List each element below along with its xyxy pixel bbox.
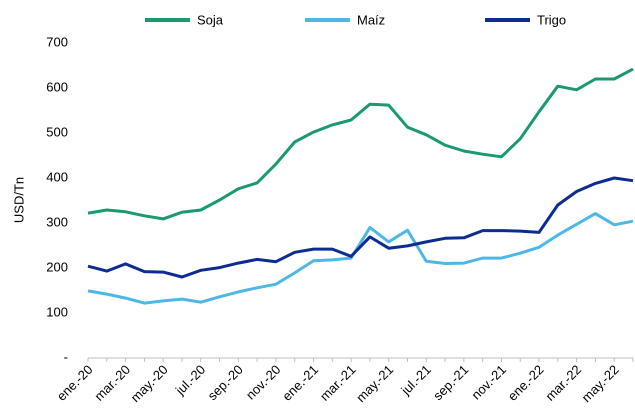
x-tick-label: sep.-20 [205, 362, 246, 403]
y-tick-label: 100 [46, 304, 68, 319]
x-tick-label: may.-20 [128, 362, 171, 405]
y-tick-label: 700 [46, 34, 68, 49]
y-tick-label: - [64, 349, 68, 364]
y-tick-label: 400 [46, 169, 68, 184]
legend-label: Soja [197, 12, 224, 27]
x-tick-label: sep.-21 [430, 362, 471, 403]
x-tick-label: ene.-21 [279, 362, 321, 404]
x-tick-label: nov.-20 [243, 362, 284, 403]
series-line [87, 212, 634, 305]
series-line [87, 176, 634, 279]
y-tick-label: 600 [46, 79, 68, 94]
x-tick-label: mar.-22 [542, 362, 584, 404]
x-tick-label: ene.-20 [54, 362, 96, 404]
x-tick-label: may.-22 [579, 362, 622, 405]
x-tick-label: jul.-21 [397, 362, 433, 398]
y-axis-label: USD/Tn [11, 177, 26, 223]
series-line [87, 67, 634, 221]
legend-label: Maíz [357, 12, 385, 27]
y-tick-label: 500 [46, 124, 68, 139]
x-tick-label: mar.-21 [317, 362, 359, 404]
y-tick-label: 300 [46, 214, 68, 229]
x-tick-label: may.-21 [353, 362, 396, 405]
x-tick-label: mar.-20 [91, 362, 133, 404]
y-tick-label: 200 [46, 259, 68, 274]
x-tick-label: nov.-21 [468, 362, 509, 403]
legend-label: Trigo [537, 12, 566, 27]
x-tick-label: ene.-22 [505, 362, 547, 404]
x-tick-label: jul.-20 [172, 362, 208, 398]
